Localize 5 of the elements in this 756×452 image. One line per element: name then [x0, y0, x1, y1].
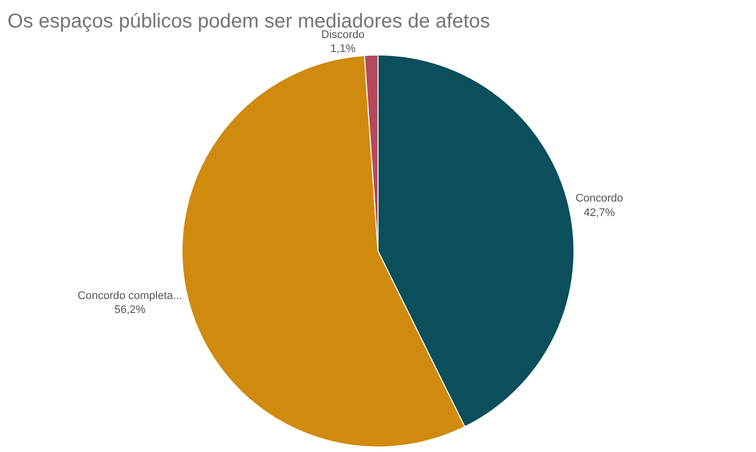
slice-label: Concordo	[575, 192, 624, 205]
data-label: 42,7%	[584, 206, 616, 219]
data-label: 1,1%	[330, 43, 356, 56]
slice-label: Concordo completa...	[78, 290, 182, 302]
data-label: 56,2%	[114, 304, 146, 316]
